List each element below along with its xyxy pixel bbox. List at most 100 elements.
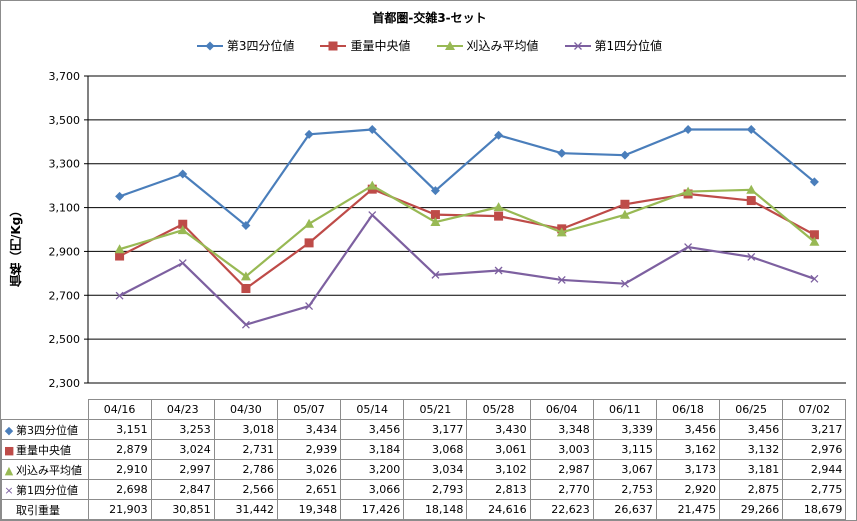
data-point <box>619 209 630 219</box>
y-tick-label: 3,500 <box>49 114 81 127</box>
table-row: × 第1四分位値 2,698 2,847 2,566 2,651 3,066 2,793 2,8… <box>1 479 847 500</box>
data-label: 2,879 <box>87 439 152 460</box>
data-label: 3,456 <box>719 419 784 440</box>
legend-swatch <box>196 41 223 50</box>
data-point <box>746 184 757 194</box>
data-point <box>494 130 504 140</box>
data-point <box>241 221 251 231</box>
data-label: 3,162 <box>655 439 721 460</box>
data-label: 2,786 <box>213 459 278 480</box>
x-tick-label: 05/28 <box>466 399 531 420</box>
chart-title: 首都圏-交雑3-セット <box>372 11 487 25</box>
data-point <box>367 180 378 190</box>
data-point <box>493 202 504 212</box>
y-tick-label: 3,100 <box>49 202 81 215</box>
data-label: 3,026 <box>276 459 342 480</box>
table-row-label: ▲ 刈込み平均値 <box>1 459 89 480</box>
data-point <box>810 274 819 283</box>
series-line <box>119 184 816 278</box>
table-row: ▲ 刈込み平均値 2,910 2,997 2,786 3,026 3,200 3,034 3,1… <box>1 459 847 480</box>
chart-legend: 第3四分位値 重量中央値 刈込み平均値 第1四分位値 <box>1 37 857 54</box>
data-label: 3,434 <box>276 419 342 440</box>
data-label: 2,813 <box>466 479 531 500</box>
data-point <box>304 218 315 228</box>
x-tick-label: 06/04 <box>529 399 594 420</box>
data-label: 29,266 <box>719 499 784 520</box>
data-label: 2,939 <box>276 439 342 460</box>
legend-swatch <box>564 41 591 50</box>
data-label: 3,348 <box>529 419 594 440</box>
legend-key-icon: ■ <box>4 443 15 457</box>
y-tick-label: 3,700 <box>49 70 81 83</box>
data-label: 21,475 <box>655 499 721 520</box>
table-row: ■ 重量中央値 2,879 3,024 2,731 2,939 3,184 3,068 3,06… <box>1 439 847 460</box>
data-label: 2,770 <box>529 479 594 500</box>
data-label: 31,442 <box>213 499 278 520</box>
data-point <box>494 266 503 275</box>
data-point <box>620 150 630 160</box>
data-label: 3,018 <box>213 419 278 440</box>
y-tick-label: 3,300 <box>49 158 81 171</box>
data-point <box>368 211 377 219</box>
data-point <box>684 243 693 252</box>
data-point <box>241 283 251 293</box>
data-label: 2,920 <box>655 479 721 500</box>
data-point <box>367 125 377 135</box>
data-label: 3,115 <box>592 439 657 460</box>
data-point <box>115 291 124 300</box>
data-label: 3,184 <box>340 439 405 460</box>
data-label: 3,067 <box>592 459 657 480</box>
data-point <box>809 236 820 246</box>
data-label: 3,339 <box>592 419 657 440</box>
data-point <box>557 275 566 284</box>
data-point <box>178 219 188 229</box>
data-label: 3,456 <box>655 419 721 440</box>
data-label: 3,177 <box>403 419 468 440</box>
legend-item: 刈込み平均値 <box>436 37 539 54</box>
data-point <box>304 129 314 139</box>
data-point <box>431 270 440 279</box>
data-label: 3,066 <box>340 479 405 500</box>
data-label: 3,151 <box>87 419 152 440</box>
data-label: 3,456 <box>340 419 405 440</box>
table-row-label: ■ 重量中央値 <box>1 439 89 460</box>
data-point <box>620 199 630 209</box>
data-label: 2,875 <box>719 479 784 500</box>
x-tick-label: 07/02 <box>782 399 847 420</box>
data-point <box>115 191 125 201</box>
plot-area: 2,300 2,500 2,700 2,900 3,100 3,300 3,500 3,700 <box>49 70 846 390</box>
data-point <box>809 230 819 240</box>
series-line <box>119 213 815 326</box>
legend-label: 第1四分位値 <box>594 39 663 53</box>
data-label: 26,637 <box>592 499 657 520</box>
data-point <box>178 259 187 268</box>
data-point <box>430 210 440 220</box>
data-point <box>430 186 440 196</box>
x-tick-label: 05/14 <box>340 399 405 420</box>
data-label: 3,181 <box>719 459 784 480</box>
x-tick-label: 04/16 <box>87 399 152 420</box>
legend-item: 第1四分位値 <box>564 37 663 54</box>
y-tick-label: 2,900 <box>49 245 81 258</box>
data-label: 18,148 <box>403 499 468 520</box>
data-label: 2,775 <box>782 479 847 500</box>
data-label: 17,426 <box>340 499 405 520</box>
data-label: 2,910 <box>87 459 152 480</box>
table-row-label: ◆ 第3四分位値 <box>1 419 89 440</box>
data-point <box>430 217 441 227</box>
data-label: 3,200 <box>340 459 405 480</box>
table-row: 取引重量 21,903 30,851 31,442 19,348 17,426 18,148… <box>1 499 847 520</box>
series-name: 第1四分位値 <box>16 483 78 497</box>
data-label: 3,003 <box>529 439 594 460</box>
data-point <box>620 279 629 288</box>
data-label: 3,034 <box>403 459 468 480</box>
data-point <box>747 252 756 261</box>
data-label: 2,566 <box>213 479 278 500</box>
data-label: 19,348 <box>276 499 342 520</box>
data-label: 3,068 <box>403 439 468 460</box>
data-point <box>683 186 694 196</box>
data-label: 3,132 <box>719 439 784 460</box>
legend-item: 第3四分位値 <box>196 37 294 54</box>
data-point <box>115 251 125 261</box>
